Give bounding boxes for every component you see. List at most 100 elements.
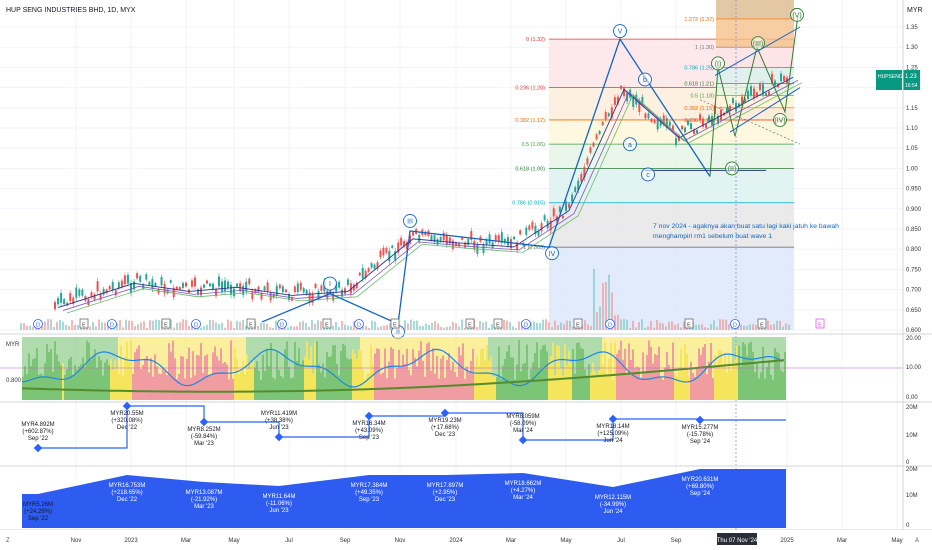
indicator-bar	[412, 349, 414, 400]
indicator-bg	[714, 337, 716, 356]
indicator-bar	[604, 342, 606, 400]
indicator-bg	[56, 337, 58, 355]
indicator-bg	[72, 337, 74, 375]
indicator-bg	[522, 337, 524, 364]
candle-body	[741, 96, 743, 106]
indicator-bar	[46, 343, 48, 400]
indicator-bar	[692, 372, 694, 400]
indicator-bg	[190, 337, 192, 378]
revenue-point	[122, 401, 132, 411]
indicator-bg	[194, 337, 196, 376]
candle-body	[224, 280, 226, 291]
candle-body	[607, 113, 610, 117]
volume-bar	[287, 327, 289, 330]
indicator-bg	[198, 337, 200, 356]
indicator-bar	[122, 375, 124, 400]
candle-body	[320, 285, 323, 291]
indicator-bg	[182, 337, 184, 357]
indicator-bar	[108, 365, 110, 400]
indicator-bg	[48, 337, 50, 352]
revenue-point	[364, 411, 374, 421]
volume-bar	[74, 324, 76, 330]
revenue-period: Dec '23	[435, 432, 456, 438]
volume-bar	[182, 319, 184, 330]
indicator-bar	[538, 367, 540, 400]
indicator-bar	[378, 348, 380, 400]
indicator-bar	[102, 375, 104, 400]
candle-body	[209, 283, 211, 287]
indicator-bg	[364, 337, 366, 380]
volume-bar	[425, 323, 427, 330]
volume-bar	[92, 322, 94, 330]
revenue-change: (+38.38%)	[265, 418, 293, 424]
indicator-bg	[460, 337, 462, 356]
wave-label-circle	[545, 246, 559, 261]
indicator-bg	[720, 337, 722, 352]
volume-bar	[518, 321, 520, 330]
indicator-bg	[520, 337, 522, 372]
indicator-axis-label: 0.00	[906, 395, 918, 401]
indicator-bg	[332, 337, 334, 346]
volume-bar	[776, 320, 778, 330]
candle-body	[373, 264, 376, 269]
indicator-bar	[636, 366, 638, 400]
indicator-bar	[718, 349, 720, 400]
indicator-bar	[152, 376, 154, 400]
indicator-bar	[582, 348, 584, 400]
indicator-bg	[272, 337, 274, 378]
indicator-bg	[770, 337, 772, 375]
indicator-bg	[738, 337, 740, 346]
indicator-bar	[640, 377, 642, 400]
indicator-bar	[452, 361, 454, 400]
wave-label-circle	[613, 24, 627, 38]
volume-bar	[368, 327, 370, 330]
indicator-bg	[440, 337, 442, 359]
wave-label: IV	[549, 251, 556, 258]
indicator-currency: MYR	[6, 342, 20, 348]
indicator-bg	[156, 337, 158, 367]
indicator-bar	[744, 344, 746, 400]
income-period: Sep '23	[359, 497, 380, 503]
income-axis-label: 10M	[906, 493, 918, 499]
indicator-bar	[212, 352, 214, 400]
indicator-bar	[116, 368, 118, 400]
indicator-bar	[736, 345, 738, 400]
indicator-bar	[324, 377, 326, 400]
dividend-marker	[521, 319, 531, 329]
indicator-bg	[506, 337, 508, 352]
projection-zone	[549, 247, 794, 330]
indicator-bg	[424, 337, 426, 377]
volume-bar	[47, 319, 49, 330]
revenue-point	[440, 408, 450, 418]
candle-body	[665, 118, 668, 128]
volume-bar	[170, 319, 172, 330]
volume-bar	[125, 319, 127, 330]
candle-body	[455, 242, 457, 246]
volume-bar	[713, 320, 715, 330]
candle-body	[361, 267, 364, 279]
indicator-bar	[340, 350, 342, 400]
volume-bar	[611, 292, 613, 330]
indicator-bar	[98, 356, 100, 400]
indicator-bar	[500, 378, 502, 400]
volume-bar	[704, 326, 706, 330]
indicator-bg	[558, 337, 560, 346]
indicator-bg	[70, 337, 72, 357]
indicator-bar	[732, 363, 734, 400]
volume-bar	[698, 324, 700, 330]
indicator-bg	[592, 337, 594, 363]
indicator-bg	[708, 337, 710, 362]
indicator-bar	[134, 352, 136, 400]
indicator-bg	[602, 337, 604, 365]
indicator-bar	[764, 378, 766, 400]
indicator-bg	[184, 337, 186, 379]
candle-body	[108, 286, 111, 290]
indicator-bar	[392, 348, 394, 400]
candle-body	[409, 235, 411, 244]
indicator-bg	[654, 337, 656, 355]
revenue-change: (-58.09%)	[510, 421, 536, 427]
indicator-bar	[110, 358, 112, 400]
indicator-bar	[92, 356, 94, 400]
